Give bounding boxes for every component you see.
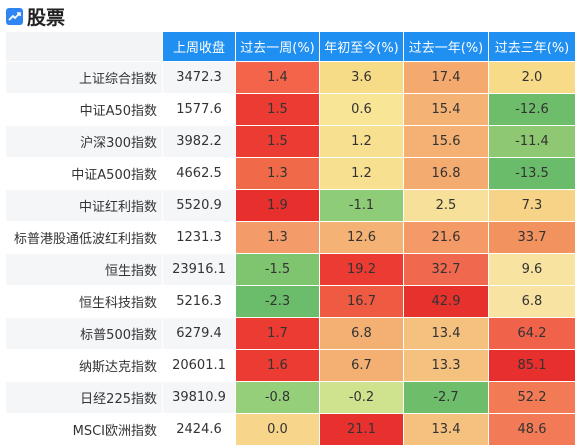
three-year-change-cell: -12.6 — [489, 93, 576, 125]
week-change-cell: 1.9 — [236, 189, 320, 221]
index-name-cell: 沪深300指数 — [6, 125, 163, 157]
table-row: 标普港股通低波红利指数 1231.3 1.3 12.6 21.6 33.7 — [6, 221, 576, 253]
table-row: 沪深300指数 3982.2 1.5 1.2 15.6 -11.4 — [6, 125, 576, 157]
ytd-change-cell: 1.2 — [320, 125, 404, 157]
one-year-change-cell: 2.5 — [404, 189, 489, 221]
index-name-cell: 纳斯达克指数 — [6, 349, 163, 381]
section-header: 股票 — [0, 0, 577, 32]
week-change-cell: 1.7 — [236, 317, 320, 349]
three-year-change-cell: 64.2 — [489, 317, 576, 349]
index-name-cell: 日经225指数 — [6, 381, 163, 413]
three-year-change-cell: -11.4 — [489, 125, 576, 157]
index-name-cell: 上证综合指数 — [6, 61, 163, 93]
week-change-cell: -1.5 — [236, 253, 320, 285]
one-year-change-cell: 15.6 — [404, 125, 489, 157]
table-row: 恒生科技指数 5216.3 -2.3 16.7 42.9 6.8 — [6, 285, 576, 317]
column-header: 过去三年(%) — [489, 32, 576, 61]
table-row: 纳斯达克指数 20601.1 1.6 6.7 13.3 85.1 — [6, 349, 576, 381]
ytd-change-cell: 19.2 — [320, 253, 404, 285]
last-close-cell: 5520.9 — [163, 189, 236, 221]
last-close-cell: 20601.1 — [163, 349, 236, 381]
three-year-change-cell: 48.6 — [489, 413, 576, 445]
table-row: 日经225指数 39810.9 -0.8 -0.2 -2.7 52.2 — [6, 381, 576, 413]
last-close-cell: 39810.9 — [163, 381, 236, 413]
week-change-cell: -0.8 — [236, 381, 320, 413]
table-row: MSCI欧洲指数 2424.6 0.0 21.1 13.4 48.6 — [6, 413, 576, 445]
week-change-cell: 1.3 — [236, 221, 320, 253]
week-change-cell: 1.6 — [236, 349, 320, 381]
one-year-change-cell: 13.4 — [404, 317, 489, 349]
table-row: 中证红利指数 5520.9 1.9 -1.1 2.5 7.3 — [6, 189, 576, 221]
week-change-cell: 1.4 — [236, 61, 320, 93]
one-year-change-cell: 32.7 — [404, 253, 489, 285]
week-change-cell: 1.5 — [236, 125, 320, 157]
ytd-change-cell: 3.6 — [320, 61, 404, 93]
column-header: 上周收盘 — [163, 32, 236, 61]
one-year-change-cell: 21.6 — [404, 221, 489, 253]
index-name-cell: 中证A500指数 — [6, 157, 163, 189]
trend-chart-icon — [6, 7, 23, 25]
index-name-cell: 标普港股通低波红利指数 — [6, 221, 163, 253]
table-row: 中证A500指数 4662.5 1.3 1.2 16.8 -13.5 — [6, 157, 576, 189]
index-name-cell: 中证红利指数 — [6, 189, 163, 221]
table-row: 上证综合指数 3472.3 1.4 3.6 17.4 2.0 — [6, 61, 576, 93]
three-year-change-cell: 85.1 — [489, 349, 576, 381]
last-close-cell: 1231.3 — [163, 221, 236, 253]
three-year-change-cell: 52.2 — [489, 381, 576, 413]
ytd-change-cell: 1.2 — [320, 157, 404, 189]
table-row: 标普500指数 6279.4 1.7 6.8 13.4 64.2 — [6, 317, 576, 349]
column-header: 过去一年(%) — [404, 32, 489, 61]
index-name-cell: 恒生指数 — [6, 253, 163, 285]
week-change-cell: 1.3 — [236, 157, 320, 189]
ytd-change-cell: 0.6 — [320, 93, 404, 125]
section-title: 股票 — [27, 6, 66, 29]
ytd-change-cell: 6.7 — [320, 349, 404, 381]
one-year-change-cell: 13.3 — [404, 349, 489, 381]
three-year-change-cell: 33.7 — [489, 221, 576, 253]
ytd-change-cell: 16.7 — [320, 285, 404, 317]
last-close-cell: 4662.5 — [163, 157, 236, 189]
index-name-cell: 恒生科技指数 — [6, 285, 163, 317]
index-name-cell: 中证A50指数 — [6, 93, 163, 125]
ytd-change-cell: 21.1 — [320, 413, 404, 445]
week-change-cell: 0.0 — [236, 413, 320, 445]
last-close-cell: 3982.2 — [163, 125, 236, 157]
index-name-cell: MSCI欧洲指数 — [6, 413, 163, 445]
ytd-change-cell: 6.8 — [320, 317, 404, 349]
one-year-change-cell: 42.9 — [404, 285, 489, 317]
ytd-change-cell: 12.6 — [320, 221, 404, 253]
last-close-cell: 5216.3 — [163, 285, 236, 317]
three-year-change-cell: 7.3 — [489, 189, 576, 221]
table-header-row: 上周收盘 过去一周(%) 年初至今(%) 过去一年(%) 过去三年(%) — [6, 32, 576, 61]
last-close-cell: 3472.3 — [163, 61, 236, 93]
table-row: 中证A50指数 1577.6 1.5 0.6 15.4 -12.6 — [6, 93, 576, 125]
ytd-change-cell: -0.2 — [320, 381, 404, 413]
ytd-change-cell: -1.1 — [320, 189, 404, 221]
one-year-change-cell: 13.4 — [404, 413, 489, 445]
column-header: 年初至今(%) — [320, 32, 404, 61]
week-change-cell: 1.5 — [236, 93, 320, 125]
three-year-change-cell: 9.6 — [489, 253, 576, 285]
column-header — [6, 32, 163, 61]
one-year-change-cell: 17.4 — [404, 61, 489, 93]
table-row: 恒生指数 23916.1 -1.5 19.2 32.7 9.6 — [6, 253, 576, 285]
one-year-change-cell: 16.8 — [404, 157, 489, 189]
last-close-cell: 1577.6 — [163, 93, 236, 125]
last-close-cell: 2424.6 — [163, 413, 236, 445]
three-year-change-cell: -13.5 — [489, 157, 576, 189]
one-year-change-cell: -2.7 — [404, 381, 489, 413]
column-header: 过去一周(%) — [236, 32, 320, 61]
three-year-change-cell: 6.8 — [489, 285, 576, 317]
index-name-cell: 标普500指数 — [6, 317, 163, 349]
index-performance-table: 上周收盘 过去一周(%) 年初至今(%) 过去一年(%) 过去三年(%) 上证综… — [6, 32, 576, 445]
one-year-change-cell: 15.4 — [404, 93, 489, 125]
last-close-cell: 6279.4 — [163, 317, 236, 349]
three-year-change-cell: 2.0 — [489, 61, 576, 93]
last-close-cell: 23916.1 — [163, 253, 236, 285]
week-change-cell: -2.3 — [236, 285, 320, 317]
